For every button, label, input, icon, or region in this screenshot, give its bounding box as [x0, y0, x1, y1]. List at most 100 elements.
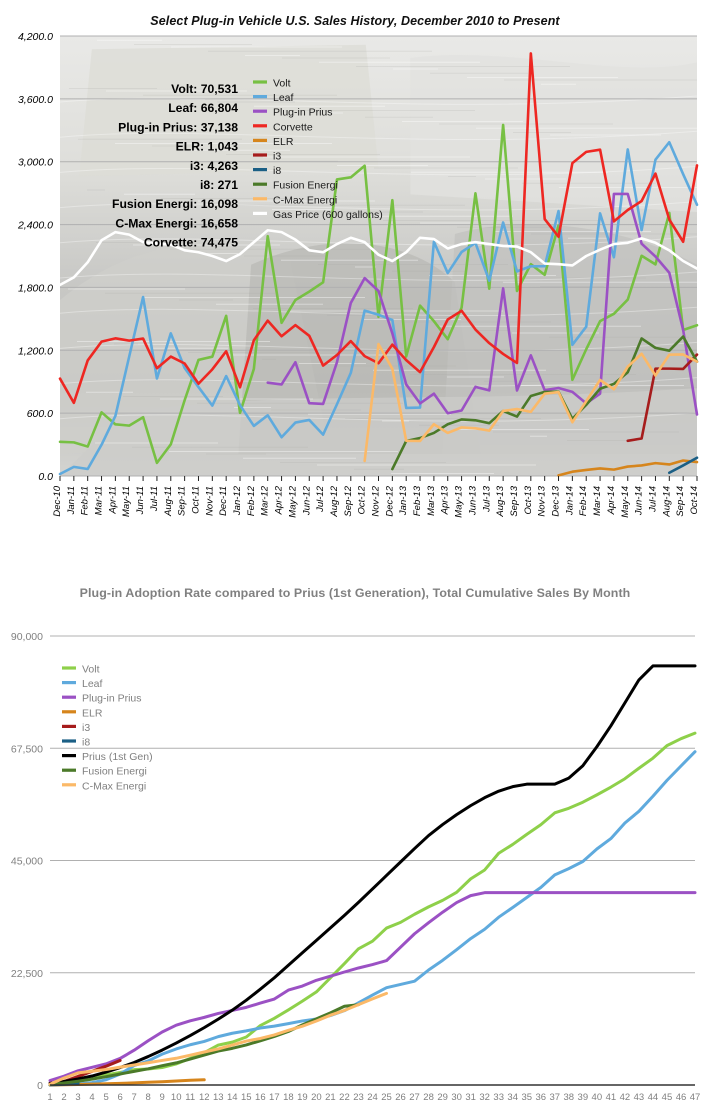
x-tick-label: Apr-14 [606, 486, 617, 515]
legend-label: Volt [273, 78, 291, 90]
legend-item[interactable]: Corvette [253, 121, 313, 133]
x-tick-label: 20 [311, 1092, 322, 1100]
legend-label: Leaf [273, 92, 294, 104]
x-tick-label: 40 [592, 1092, 603, 1100]
x-tick-label: 37 [549, 1092, 560, 1100]
series-line[interactable] [48, 664, 697, 1085]
x-tick-label: 28 [423, 1092, 434, 1100]
series-line[interactable] [48, 891, 697, 1083]
background-photo [60, 36, 697, 476]
x-tick-label: 11 [185, 1092, 195, 1100]
series-line[interactable] [391, 335, 699, 471]
x-tick-label: Aug-11 [163, 486, 174, 517]
x-tick-label: Sep-12 [343, 485, 354, 516]
legend-label: Leaf [82, 678, 103, 690]
top-chart-title: Select Plug-in Vehicle U.S. Sales Histor… [150, 14, 560, 28]
series-line[interactable] [58, 228, 699, 287]
legend-item[interactable]: Fusion Energi [253, 180, 338, 192]
x-tick-label: Nov-12 [371, 485, 382, 516]
x-tick-label: Jan-12 [232, 485, 243, 516]
x-tick-label: Aug-13 [495, 485, 506, 517]
x-tick-label: Jun-11 [135, 486, 146, 515]
series-line[interactable] [363, 342, 699, 463]
x-tick-label: 45 [662, 1092, 673, 1100]
legend-item[interactable]: C-Max Energi [253, 194, 337, 206]
series-line[interactable] [626, 353, 699, 443]
x-axis-labels: 1 2 3 4 5 6 7 8 9 10 11 12 13 14 15 16 17 18 19 20 21 22 23 24 2… [47, 1092, 700, 1100]
series-line[interactable] [48, 731, 697, 1085]
x-tick-label: 36 [535, 1092, 546, 1100]
x-tick-label: Jan-11 [66, 486, 77, 515]
series-line[interactable] [58, 140, 699, 476]
legend-label: i3 [273, 151, 281, 163]
series-group [58, 52, 699, 477]
x-tick-label: 19 [297, 1092, 308, 1100]
totals-row: Plug-in Prius: 37,138 [118, 120, 238, 134]
x-tick-label: 31 [465, 1092, 476, 1100]
top-chart-svg[interactable]: 0.0 600.0 1,200.0 1,800.0 2,400.0 3,000.0 3,60… [0, 28, 710, 568]
x-tick-label: 15 [241, 1092, 252, 1100]
legend-item[interactable]: i3 [253, 151, 281, 163]
series-line[interactable] [557, 459, 699, 477]
y-tick-label: 4,200.0 [18, 31, 53, 43]
legend-item[interactable]: ELR [62, 707, 103, 719]
x-tick-marks [59, 476, 698, 481]
legend: Volt Leaf Plug-in Prius ELR i3 i8 Prius (1st G… [62, 664, 153, 792]
x-tick-label: Jan-14 [564, 486, 575, 516]
legend-item[interactable]: i3 [62, 722, 90, 734]
series-line[interactable] [58, 123, 699, 465]
series-line[interactable] [667, 456, 699, 475]
x-tick-label: 21 [325, 1092, 336, 1100]
totals-row: i3: 4,263 [190, 159, 238, 173]
legend-item[interactable]: Plug-in Prius [253, 107, 333, 119]
x-tick-label: Feb-14 [578, 486, 589, 516]
x-tick-label: 35 [521, 1092, 532, 1100]
x-tick-label: Oct-14 [689, 486, 700, 515]
x-tick-label: 30 [451, 1092, 462, 1100]
x-tick-label: 6 [117, 1092, 122, 1100]
y-tick-label: 600.0 [27, 408, 53, 420]
legend-item[interactable]: Leaf [253, 92, 294, 104]
x-tick-label: 17 [269, 1092, 280, 1100]
series-line[interactable] [48, 991, 389, 1086]
legend-item[interactable]: ELR [253, 136, 294, 148]
x-tick-label: May-14 [620, 486, 631, 518]
legend-item[interactable]: Gas Price (600 gallons) [253, 209, 383, 221]
x-tick-label: 16 [255, 1092, 266, 1100]
totals-block: Volt: 70,531 Leaf: 66,804 Plug-in Prius: 3… [112, 82, 238, 250]
x-axis-labels: Dec-10 Jan-11 Feb-11 Mar-11 Apr-11 May-11 Jun-… [52, 485, 700, 517]
legend-label: i3 [82, 722, 90, 734]
x-tick-label: 33 [493, 1092, 504, 1100]
x-tick-label: Mar-14 [592, 486, 603, 516]
legend-item[interactable]: i8 [253, 165, 281, 177]
x-tick-label: Dec-12 [384, 485, 395, 516]
x-tick-label: 1 [47, 1092, 52, 1100]
x-tick-label: 39 [578, 1092, 589, 1100]
bottom-chart-panel: Plug-in Adoption Rate compared to Prius … [0, 570, 710, 1100]
legend-item[interactable]: Volt [62, 664, 100, 676]
legend-item[interactable]: i8 [62, 737, 90, 749]
legend-item[interactable]: Leaf [62, 678, 103, 690]
legend-item[interactable]: Fusion Energi [62, 766, 147, 778]
x-tick-label: Oct-12 [357, 485, 368, 514]
legend-item[interactable]: Prius (1st Gen) [62, 751, 153, 763]
x-tick-label: Mar-12 [260, 485, 271, 516]
series-line[interactable] [48, 750, 697, 1087]
totals-row: Volt: 70,531 [171, 82, 238, 96]
y-axis-labels: 0.0 600.0 1,200.0 1,800.0 2,400.0 3,000.0 3,60… [17, 31, 53, 483]
x-tick-label: Apr-13 [440, 485, 451, 515]
x-tick-label: Jun-13 [467, 485, 478, 516]
totals-row: ELR: 1,043 [176, 140, 239, 154]
x-tick-label: 4 [89, 1092, 94, 1100]
legend-item[interactable]: C-Max Energi [62, 780, 146, 792]
x-tick-label: 3 [75, 1092, 80, 1100]
x-tick-label: 32 [479, 1092, 490, 1100]
x-tick-label: 46 [676, 1092, 687, 1100]
legend-label: Prius (1st Gen) [82, 751, 153, 763]
legend-item[interactable]: Volt [253, 78, 291, 90]
legend-item[interactable]: Plug-in Prius [62, 693, 142, 705]
series-line[interactable] [58, 52, 699, 405]
x-tick-label: 27 [409, 1092, 420, 1100]
totals-row: i8: 271 [200, 178, 238, 192]
